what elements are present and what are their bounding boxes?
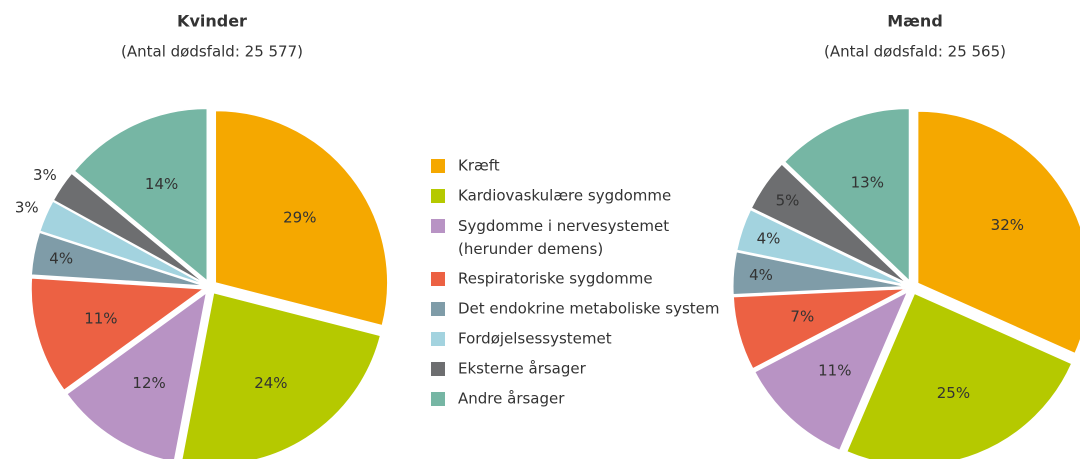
slice-label-value: 13 <box>851 173 870 191</box>
slice-label: 12% <box>132 373 165 391</box>
slice-label-value: 24 <box>254 373 273 391</box>
slice-label: 4% <box>749 266 773 284</box>
slice-label-value: 5 <box>776 191 786 209</box>
pie-slice <box>181 292 381 459</box>
slice-label: 32% <box>991 216 1024 234</box>
slice-label-unit: % <box>302 208 316 226</box>
slice-label-value: 32 <box>991 216 1010 234</box>
pie-slice <box>846 292 1073 459</box>
legend-swatch <box>431 332 445 346</box>
slice-label-unit: % <box>152 373 166 391</box>
slice-label-value: 12 <box>132 373 151 391</box>
pie-slice <box>30 231 204 287</box>
slice-label: 29% <box>283 208 316 226</box>
slice-label-unit: % <box>766 229 780 247</box>
slice-label-unit: % <box>24 198 38 216</box>
pie-slice <box>39 200 204 285</box>
slice-label-value: 7 <box>790 307 800 325</box>
slice-label: 4% <box>49 249 73 267</box>
legend-label: Kardiovaskulære sygdomme <box>458 187 671 205</box>
legend-swatch <box>431 392 445 406</box>
slice-label-unit: % <box>800 307 814 325</box>
slice-label: 14% <box>145 175 178 193</box>
legend-label: Kræft <box>458 157 500 175</box>
slice-label-unit: % <box>1010 216 1024 234</box>
slice-label: 11% <box>818 361 851 379</box>
slice-label-unit: % <box>870 173 884 191</box>
legend-swatch <box>431 302 445 316</box>
pie-slice <box>66 291 207 459</box>
slice-label: 7% <box>790 307 814 325</box>
slice-label: 3% <box>15 198 39 216</box>
pie-slice <box>732 288 906 370</box>
slice-label-unit: % <box>837 361 851 379</box>
slice-label-value: 14 <box>145 175 164 193</box>
slice-label: 13% <box>851 173 884 191</box>
slice-label-unit: % <box>785 191 799 209</box>
slice-label: 5% <box>776 191 800 209</box>
slice-label-value: 3 <box>15 198 25 216</box>
slice-label-value: 4 <box>49 249 59 267</box>
pie-slice <box>784 108 910 282</box>
legend-line: (herunder demens) <box>458 240 603 258</box>
pie-slice <box>52 172 205 284</box>
slice-label-value: 29 <box>283 208 302 226</box>
pie-slice <box>736 209 906 286</box>
legend-swatch <box>431 272 445 286</box>
slice-label-value: 11 <box>818 361 837 379</box>
legend-label: Eksterne årsager <box>458 360 587 378</box>
slice-label: 24% <box>254 373 287 391</box>
pie-slice <box>754 291 909 451</box>
slice-label-unit: % <box>164 175 178 193</box>
slice-label-unit: % <box>103 309 117 327</box>
pie-slice <box>215 110 389 327</box>
slice-label-unit: % <box>956 383 970 401</box>
slice-label: 3% <box>33 165 57 183</box>
chart-title: Mænd <box>887 12 943 31</box>
slice-label-unit: % <box>43 165 57 183</box>
slice-label: 4% <box>757 229 781 247</box>
slice-label-unit: % <box>59 249 73 267</box>
pie-slice <box>732 251 906 296</box>
slice-label-unit: % <box>759 266 773 284</box>
slice-label-value: 25 <box>937 383 956 401</box>
chart-subtitle: (Antal dødsfald: 25 565) <box>824 43 1006 61</box>
slice-label: 11% <box>84 309 117 327</box>
pie-slice <box>750 163 907 284</box>
legend-label: Andre årsager <box>458 390 565 408</box>
slice-label: 25% <box>937 383 970 401</box>
pie-slice <box>917 110 1080 354</box>
slice-label-value: 3 <box>33 165 43 183</box>
pie-slice <box>30 277 205 391</box>
legend-line: Sygdomme i nervesystemet <box>458 217 669 235</box>
slice-label-unit: % <box>273 373 287 391</box>
legend-swatch <box>431 159 445 173</box>
chart-title: Kvinder <box>177 12 247 31</box>
legend-label: Fordøjelsessystemet <box>458 330 612 348</box>
legend-label: Det endokrine metaboliske system <box>458 300 720 318</box>
slice-label-value: 4 <box>749 266 759 284</box>
slice-label-value: 11 <box>84 309 103 327</box>
legend-label: Sygdomme i nervesystemet (herunder demens… <box>458 217 669 258</box>
pie-slice <box>73 108 208 282</box>
legend-swatch <box>431 362 445 376</box>
legend-swatch <box>431 189 445 203</box>
chart-subtitle: (Antal dødsfald: 25 577) <box>121 43 303 61</box>
legend-label: Respiratoriske sygdomme <box>458 270 653 288</box>
legend-swatch <box>431 219 445 233</box>
slice-label-value: 4 <box>757 229 767 247</box>
